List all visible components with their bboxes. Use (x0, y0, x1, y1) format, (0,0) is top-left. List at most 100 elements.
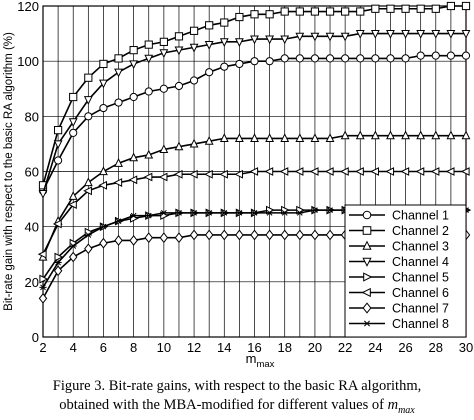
data-point (205, 68, 214, 77)
data-point (431, 51, 440, 60)
data-point (189, 43, 199, 53)
data-point (129, 46, 138, 55)
data-point (401, 4, 410, 13)
data-point (235, 229, 244, 241)
data-point (431, 29, 441, 39)
data-point (174, 81, 184, 91)
data-point (68, 191, 78, 200)
data-point (445, 167, 455, 176)
y-tick-label: 20 (25, 275, 39, 290)
data-point (204, 41, 214, 50)
data-point (38, 181, 48, 190)
data-point (401, 130, 410, 140)
legend-label: Channel 3 (392, 240, 449, 254)
data-point (266, 210, 274, 216)
data-point (175, 210, 183, 216)
data-point (416, 29, 426, 39)
chart-axes: 2 4 6 8 10 12 14 16 18 20 22 24 26 28 3002040608010012… (3, 0, 473, 370)
x-tick-label: 6 (100, 340, 107, 355)
data-point (385, 167, 395, 176)
x-tick-label: 2 (39, 340, 46, 355)
data-point (446, 51, 455, 60)
data-point (325, 54, 335, 63)
data-point (113, 178, 123, 187)
data-point (265, 35, 275, 45)
data-point (326, 207, 334, 213)
x-tick-label: 8 (130, 340, 137, 355)
data-point (234, 169, 243, 179)
data-point (265, 229, 274, 241)
data-point (400, 167, 410, 176)
data-point (361, 287, 371, 298)
x-tick-label: 10 (157, 340, 171, 355)
data-point (265, 133, 275, 142)
data-point (129, 60, 139, 70)
data-point (446, 130, 456, 140)
data-point (99, 79, 108, 89)
data-point (386, 4, 395, 13)
data-point (324, 167, 334, 176)
data-point (173, 169, 183, 179)
data-point (159, 144, 169, 154)
legend-label: Channel 6 (392, 286, 449, 300)
data-point (99, 166, 108, 176)
data-point (234, 133, 244, 142)
data-point (99, 237, 108, 249)
data-point (129, 92, 138, 102)
data-point (310, 229, 320, 241)
data-point (294, 167, 304, 176)
data-point (341, 7, 350, 16)
data-point (159, 37, 168, 46)
data-point (38, 292, 48, 304)
legend-entry: Channel 1 (349, 209, 449, 223)
data-point (159, 232, 169, 244)
data-point (205, 21, 214, 30)
data-point (114, 98, 123, 107)
data-point (362, 226, 372, 235)
series-6 (37, 167, 470, 259)
data-point (279, 167, 289, 176)
data-point-stroke (236, 210, 243, 216)
data-point (69, 92, 78, 102)
data-point (219, 38, 229, 48)
data-point (235, 210, 243, 216)
data-point (341, 54, 350, 63)
x-tick-label: 20 (308, 340, 322, 355)
data-point (39, 284, 47, 291)
data-point (370, 29, 380, 39)
x-tick-label: 18 (277, 340, 291, 355)
x-tick-label: 28 (429, 340, 443, 355)
data-point (68, 251, 78, 263)
legend-label: Channel 8 (392, 317, 449, 331)
data-point (52, 219, 62, 229)
data-point (339, 167, 349, 176)
chart-series (37, 1, 472, 304)
figure-caption-math: mmax (387, 397, 415, 416)
data-point (84, 232, 92, 238)
data-point (280, 35, 290, 45)
legend-entry: Channel 7 (349, 302, 449, 316)
data-point (68, 118, 78, 128)
data-point (460, 167, 470, 176)
data-point-stroke (115, 218, 122, 225)
data-point (220, 210, 228, 216)
data-point (280, 54, 289, 63)
data-point (250, 57, 259, 66)
data-point (295, 7, 304, 16)
data-point (69, 128, 78, 137)
data-point (145, 212, 153, 219)
data-point (415, 167, 425, 176)
data-point (362, 257, 372, 267)
data-point (355, 130, 365, 140)
data-point-stroke (160, 210, 167, 216)
data-point (295, 133, 305, 142)
data-point (144, 54, 154, 64)
x-tick-label: 30 (459, 340, 473, 355)
data-point-stroke (100, 223, 107, 230)
data-point-stroke (221, 210, 228, 216)
data-point (114, 68, 123, 78)
figure-caption-text: obtained with the MBA-modified for diffe… (59, 397, 388, 413)
series-4 (38, 29, 471, 199)
chart: 2 4 6 8 10 12 14 16 18 20 22 24 26 28 3002040608010012… (3, 0, 473, 370)
data-point (38, 189, 48, 199)
